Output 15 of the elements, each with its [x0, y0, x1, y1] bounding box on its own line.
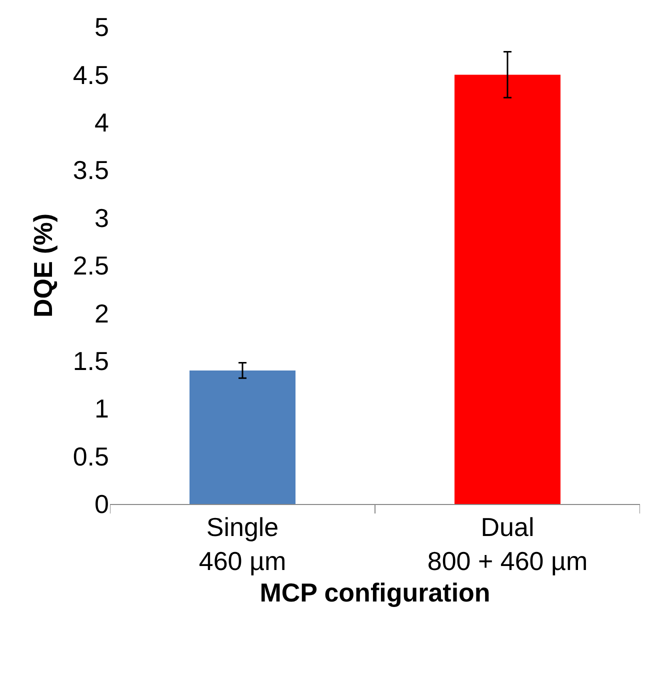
y-tick-label: 1.5 [72, 346, 109, 376]
y-tick-label: 2 [94, 298, 109, 328]
y-tick-label: 4 [94, 108, 109, 138]
x-tick-label: Dual 800 + 460 µm [427, 512, 588, 576]
y-tick-label: 0 [94, 489, 109, 520]
y-tick-label: 5 [94, 12, 109, 42]
y-tick-label: 2.5 [72, 250, 109, 281]
y-tick-label: 4.5 [72, 60, 109, 90]
y-tick-label: 1 [94, 394, 109, 424]
y-axis-title: DQE (%) [28, 214, 58, 318]
y-tick-label: 0.5 [72, 441, 109, 472]
x-tick-label: Single 460 µm [198, 512, 286, 576]
y-tick-label: 3.5 [72, 155, 109, 186]
x-axis-title: MCP configuration [260, 578, 490, 608]
y-tick-label: 3 [94, 202, 109, 233]
